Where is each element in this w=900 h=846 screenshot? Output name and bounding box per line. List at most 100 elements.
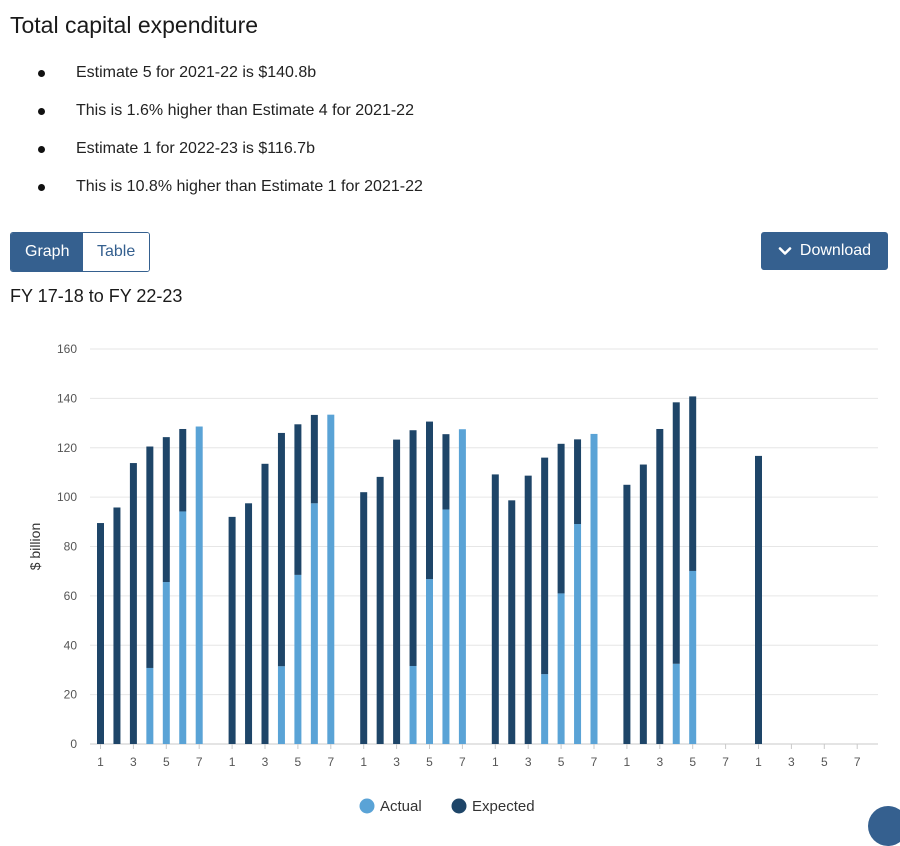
graph-tab[interactable]: Graph — [11, 233, 83, 271]
bar-actual — [409, 665, 417, 744]
bar-expected — [376, 476, 384, 744]
y-tick-label: 20 — [64, 688, 78, 702]
bar-expected — [146, 446, 154, 668]
bar-actual — [426, 579, 433, 744]
y-tick-label: 160 — [57, 342, 77, 356]
summary-list: Estimate 5 for 2021-22 is $140.8b This i… — [0, 58, 423, 210]
bar-expected — [179, 428, 187, 512]
bar-actual — [689, 570, 697, 744]
legend-marker — [359, 798, 375, 814]
download-button[interactable]: Download — [761, 232, 888, 270]
bar-actual — [557, 593, 565, 744]
y-tick-label: 80 — [64, 540, 78, 554]
bar-expected — [541, 457, 549, 675]
bar-expected — [639, 464, 647, 744]
scroll-top-button[interactable] — [868, 806, 900, 846]
bar-actual — [327, 414, 335, 744]
bar-expected — [426, 421, 433, 580]
x-tick-label: 5 — [821, 755, 828, 769]
x-tick-label: 5 — [426, 755, 433, 769]
bar-expected — [574, 439, 582, 525]
legend-marker — [451, 798, 467, 814]
bar-actual — [590, 433, 598, 744]
chart-subtitle: FY 17-18 to FY 22-23 — [10, 286, 183, 306]
y-axis-label: $ billion — [27, 523, 43, 570]
bar-expected — [310, 414, 318, 504]
bar-expected — [524, 475, 532, 744]
x-tick-label: 7 — [196, 755, 203, 769]
bar-actual — [310, 503, 318, 744]
x-tick-label: 7 — [591, 755, 598, 769]
x-tick-label: 5 — [689, 755, 696, 769]
bar-expected — [393, 439, 401, 744]
summary-item: This is 10.8% higher than Estimate 1 for… — [0, 172, 423, 210]
bar-expected — [491, 474, 499, 744]
x-tick-label: 1 — [360, 755, 367, 769]
bar-expected — [162, 437, 170, 583]
chevron-down-icon — [778, 247, 792, 255]
view-toggle: Graph Table — [10, 232, 150, 272]
x-tick-label: 3 — [788, 755, 795, 769]
bar-expected — [672, 402, 680, 664]
bar-expected — [129, 463, 137, 744]
x-tick-label: 5 — [558, 755, 565, 769]
bar-actual — [672, 663, 680, 744]
bar-actual — [442, 509, 450, 744]
table-tab[interactable]: Table — [83, 233, 149, 271]
x-tick-label: 7 — [327, 755, 334, 769]
x-tick-label: 7 — [459, 755, 466, 769]
bar-expected — [113, 507, 121, 744]
bar-expected — [656, 428, 664, 744]
bar-actual — [277, 666, 285, 744]
summary-item: This is 1.6% higher than Estimate 4 for … — [0, 96, 423, 134]
bar-actual — [458, 429, 466, 744]
x-tick-label: 3 — [262, 755, 269, 769]
legend-label: Actual — [380, 798, 422, 815]
bar-actual — [146, 667, 154, 744]
bar-expected — [277, 432, 285, 667]
x-tick-label: 3 — [525, 755, 532, 769]
y-tick-label: 120 — [57, 441, 77, 455]
x-tick-label: 1 — [492, 755, 499, 769]
x-tick-label: 1 — [624, 755, 631, 769]
bar-expected — [557, 443, 565, 594]
y-tick-label: 60 — [64, 589, 78, 603]
bar-actual — [541, 674, 549, 744]
x-tick-label: 3 — [130, 755, 137, 769]
capex-chart: 0 20 40 60 80 100 120 140 160 $ billion 1 3 5 7 1 3 5 7 1 3… — [27, 342, 878, 815]
bar-expected — [689, 396, 697, 571]
bar-actual — [162, 582, 170, 744]
bar-expected — [360, 492, 368, 744]
download-label: Download — [799, 242, 872, 259]
y-tick-label: 140 — [57, 391, 77, 405]
bar-expected — [294, 424, 302, 575]
bar-expected — [508, 500, 516, 744]
bar-actual — [574, 524, 582, 744]
x-tick-label: 1 — [97, 755, 104, 769]
summary-item: Estimate 5 for 2021-22 is $140.8b — [0, 58, 423, 96]
y-tick-label: 40 — [64, 638, 78, 652]
bar-expected — [409, 430, 417, 666]
bar-expected — [245, 503, 253, 744]
bar-expected — [97, 523, 104, 744]
bar-expected — [755, 455, 762, 744]
bar-actual — [294, 574, 302, 744]
y-tick-label: 0 — [70, 737, 77, 751]
bar-expected — [261, 463, 269, 744]
x-tick-label: 3 — [656, 755, 663, 769]
y-tick-label: 100 — [57, 490, 77, 504]
x-tick-label: 7 — [722, 755, 729, 769]
bar-expected — [228, 516, 236, 744]
x-tick-label: 7 — [854, 755, 861, 769]
x-tick-label: 1 — [755, 755, 762, 769]
summary-item: Estimate 1 for 2022-23 is $116.7b — [0, 134, 423, 172]
page-title: Total capital expenditure — [10, 12, 259, 38]
bar-expected — [442, 434, 450, 510]
x-tick-label: 3 — [393, 755, 400, 769]
bar-actual — [179, 511, 187, 744]
x-tick-label: 1 — [229, 755, 236, 769]
bar-expected — [623, 484, 631, 744]
x-tick-label: 5 — [163, 755, 170, 769]
legend-label: Expected — [472, 798, 535, 815]
bar-actual — [195, 426, 203, 744]
